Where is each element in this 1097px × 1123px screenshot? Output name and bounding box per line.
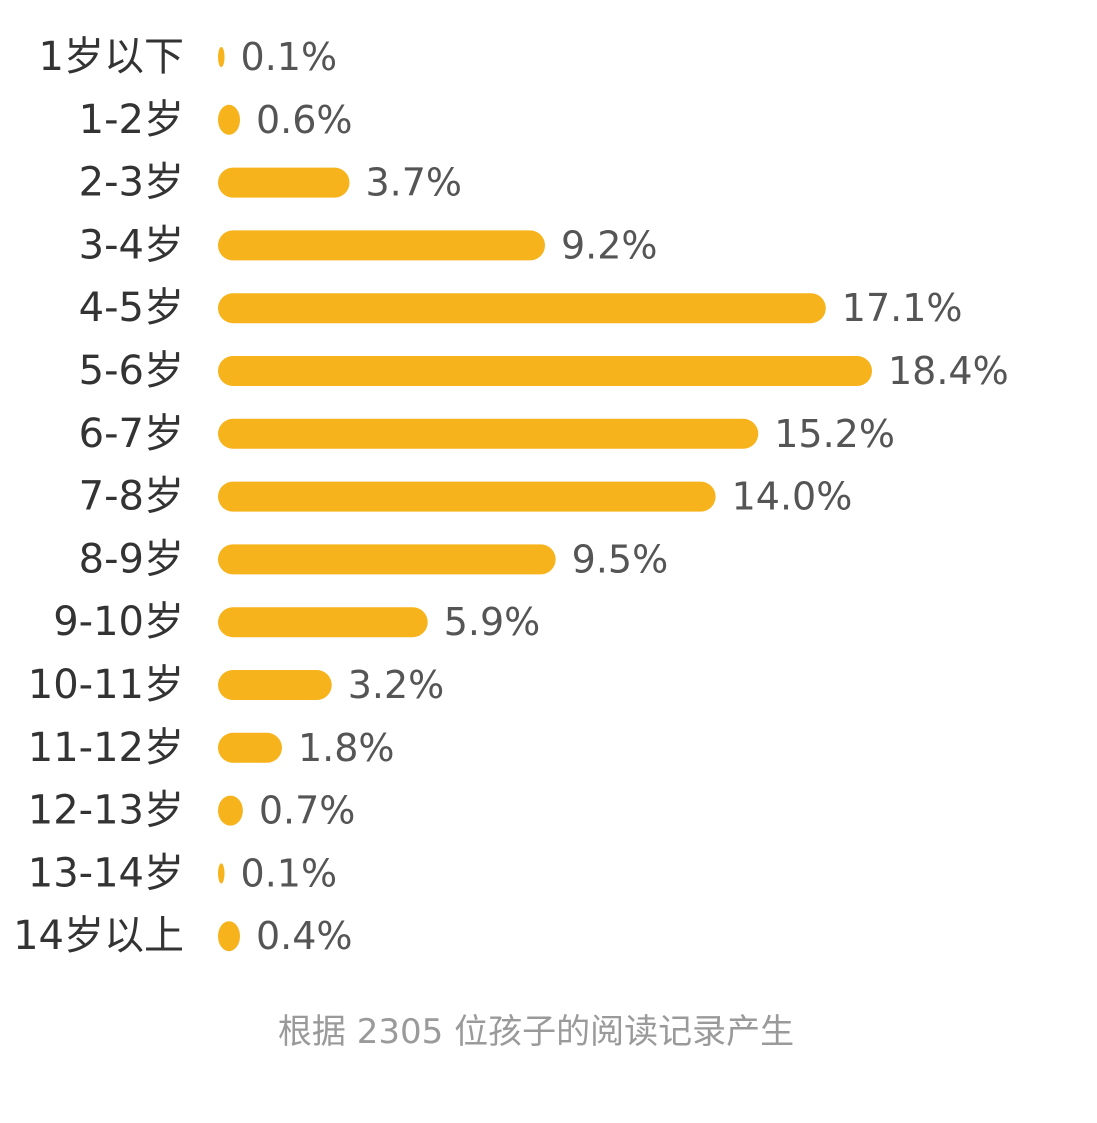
- category-label: 14岁以上: [13, 913, 184, 959]
- bar: [218, 607, 428, 638]
- category-label: 5-6岁: [79, 348, 184, 394]
- category-label: 4-5岁: [79, 285, 184, 331]
- category-label: 13-14岁: [28, 850, 184, 896]
- category-label: 10-11岁: [28, 662, 184, 708]
- category-label: 2-3岁: [79, 160, 184, 206]
- chart-footnote: 根据 2305 位孩子的阅读记录产生: [277, 1012, 795, 1052]
- value-labels: 0.1% 0.6% 3.7% 9.2% 17.1% 18.4% 15.2% 14.0% 9.5%…: [241, 35, 1009, 958]
- bar: [218, 47, 225, 67]
- bar: [218, 544, 556, 575]
- bar: [218, 732, 282, 763]
- bar: [218, 418, 759, 449]
- value-label: 0.1%: [241, 35, 338, 79]
- value-label: 5.9%: [444, 600, 541, 644]
- value-label: 3.2%: [348, 663, 445, 707]
- bar: [218, 481, 716, 512]
- bar: [218, 921, 240, 952]
- bar: [218, 104, 240, 135]
- category-label: 1岁以下: [39, 34, 184, 80]
- age-distribution-chart: 1岁以下 1-2岁 2-3岁 3-4岁 4-5岁 5-6岁 6-7岁 7-8岁 8-9岁 9-10…: [13, 34, 1009, 959]
- value-label: 0.4%: [256, 914, 353, 958]
- value-label: 9.5%: [572, 537, 669, 581]
- category-labels: 1岁以下 1-2岁 2-3岁 3-4岁 4-5岁 5-6岁 6-7岁 7-8岁 8-9岁 9-10…: [13, 34, 184, 959]
- bar: [218, 230, 545, 261]
- category-label: 1-2岁: [79, 97, 184, 143]
- category-label: 3-4岁: [79, 222, 184, 268]
- bars: [218, 47, 872, 952]
- category-label: 9-10岁: [53, 599, 184, 645]
- bar: [218, 293, 826, 324]
- value-label: 17.1%: [842, 286, 963, 330]
- value-label: 0.7%: [259, 789, 356, 833]
- category-label: 12-13岁: [28, 788, 184, 834]
- category-label: 8-9岁: [79, 536, 184, 582]
- value-label: 3.7%: [366, 161, 463, 205]
- value-label: 18.4%: [888, 349, 1009, 393]
- value-label: 9.2%: [561, 223, 658, 267]
- value-label: 1.8%: [298, 726, 395, 770]
- category-label: 11-12岁: [28, 725, 184, 771]
- value-label: 14.0%: [732, 475, 853, 519]
- value-label: 15.2%: [774, 412, 895, 456]
- category-label: 6-7岁: [79, 411, 184, 457]
- bar: [218, 356, 872, 386]
- bar: [218, 670, 332, 700]
- category-label: 7-8岁: [79, 474, 184, 520]
- bar: [218, 795, 243, 826]
- bar: [218, 167, 350, 198]
- bar: [218, 863, 225, 884]
- value-label: 0.6%: [256, 98, 353, 142]
- value-label: 0.1%: [241, 851, 338, 895]
